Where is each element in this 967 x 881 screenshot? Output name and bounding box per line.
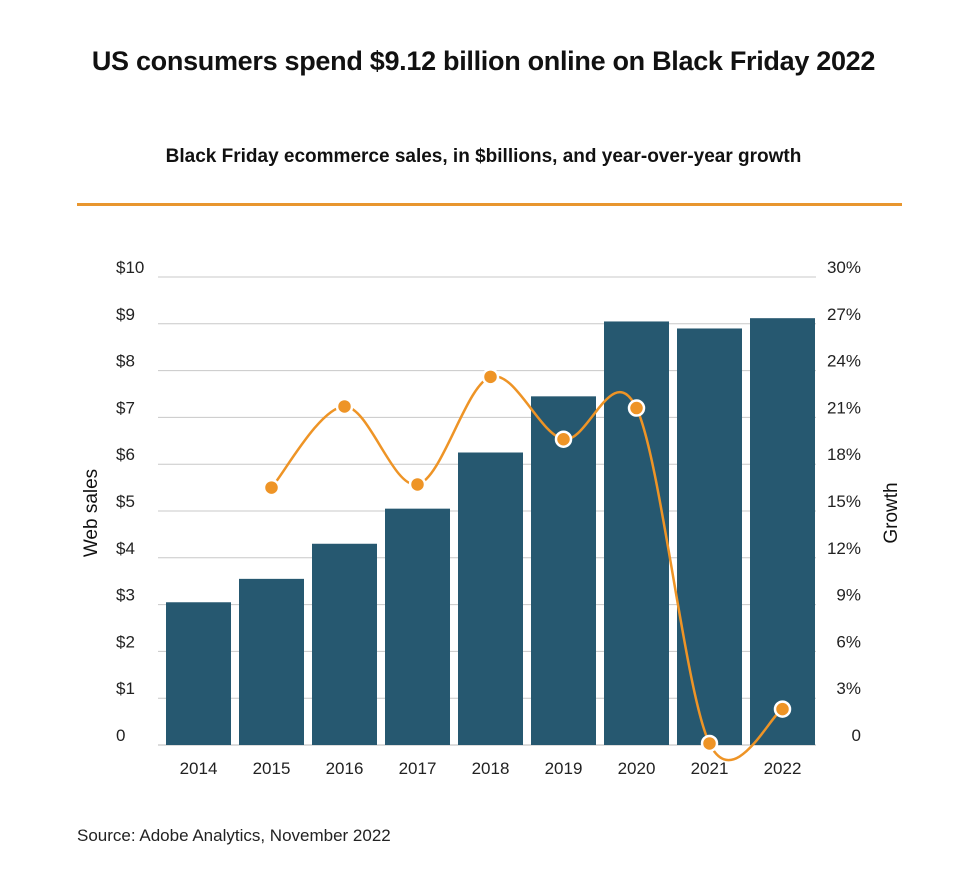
growth-point <box>408 475 427 494</box>
x-tick-label: 2015 <box>253 759 291 778</box>
left-tick-label: $9 <box>116 305 135 324</box>
right-tick-label: 21% <box>827 398 861 417</box>
growth-point <box>481 368 500 386</box>
right-tick-label: 3% <box>836 679 861 698</box>
sales-bar <box>312 543 377 745</box>
left-tick-label: $3 <box>116 586 135 605</box>
right-tick-label: 30% <box>827 258 861 277</box>
sales-bar <box>239 578 304 745</box>
growth-line-series <box>262 368 792 762</box>
sales-bar <box>750 318 815 745</box>
x-tick-label: 2020 <box>618 759 656 778</box>
x-tick-label: 2017 <box>399 759 437 778</box>
right-tick-label: 18% <box>827 445 861 464</box>
x-tick-label: 2016 <box>326 759 364 778</box>
left-tick-label: $2 <box>116 632 135 651</box>
title-divider <box>77 203 902 206</box>
left-tick-label: $6 <box>116 445 135 464</box>
axis-ticks: 0 $1 $2 $3 $4 $5 $6 $7 $8 $9 $10 0 3% 6% 9% 12% 15% 18% 21… <box>116 258 861 778</box>
chart-subtitle: Black Friday ecommerce sales, in $billio… <box>165 146 802 167</box>
growth-point <box>627 399 646 417</box>
right-tick-label: 27% <box>827 305 861 324</box>
left-tick-label: $1 <box>116 679 135 698</box>
right-axis-label: Growth <box>881 482 902 543</box>
right-tick-label: 15% <box>827 492 861 511</box>
left-tick-label: $4 <box>116 539 135 558</box>
right-tick-label: 9% <box>836 586 861 605</box>
growth-point <box>335 397 354 416</box>
growth-point <box>773 700 792 718</box>
sales-bar <box>166 602 231 745</box>
left-axis-label: Web sales <box>81 469 102 557</box>
right-tick-label: 6% <box>836 632 861 651</box>
sales-bar <box>531 396 596 745</box>
growth-point <box>700 734 719 753</box>
left-tick-label: $10 <box>116 258 144 277</box>
right-tick-label: 0 <box>852 726 861 745</box>
right-tick-label: 12% <box>827 539 861 558</box>
source-note: Source: Adobe Analytics, November 2022 <box>77 826 391 845</box>
x-tick-label: 2018 <box>472 759 510 778</box>
left-tick-label: 0 <box>116 726 125 745</box>
x-tick-label: 2014 <box>180 759 218 778</box>
left-tick-label: $7 <box>116 398 135 417</box>
chart-title: US consumers spend $9.12 billion online … <box>91 46 876 76</box>
left-tick-label: $8 <box>116 352 135 371</box>
sales-bar <box>677 328 742 745</box>
right-tick-label: 24% <box>827 352 861 371</box>
bar-series <box>166 318 815 745</box>
x-tick-label: 2019 <box>545 759 583 778</box>
x-tick-label: 2022 <box>764 759 802 778</box>
sales-bar <box>458 452 523 745</box>
x-tick-label: 2021 <box>691 759 729 778</box>
sales-bar <box>604 321 669 745</box>
growth-point <box>554 430 573 448</box>
left-tick-label: $5 <box>116 492 135 511</box>
sales-bar <box>385 508 450 745</box>
growth-point <box>262 478 281 497</box>
